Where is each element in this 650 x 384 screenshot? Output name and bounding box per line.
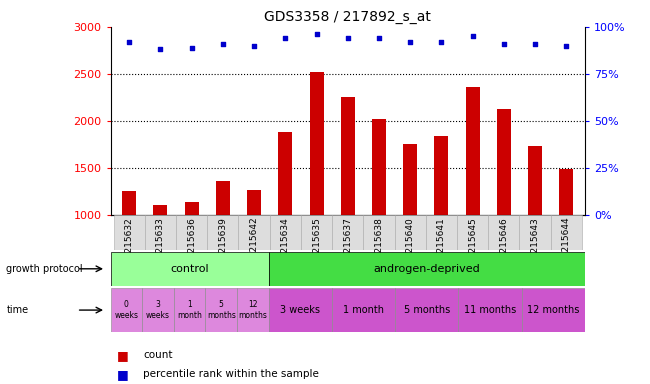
Text: GSM215637: GSM215637 — [343, 217, 352, 271]
FancyBboxPatch shape — [522, 288, 585, 332]
Text: androgen-deprived: androgen-deprived — [374, 264, 480, 274]
Text: GSM215645: GSM215645 — [468, 217, 477, 271]
Bar — [497, 109, 511, 215]
Bar — [185, 202, 199, 215]
Point — [311, 31, 322, 38]
Bar — [559, 169, 573, 215]
Text: 1 month: 1 month — [343, 305, 384, 315]
FancyBboxPatch shape — [301, 215, 332, 250]
Text: percentile rank within the sample: percentile rank within the sample — [143, 369, 319, 379]
Text: time: time — [6, 305, 29, 315]
Text: 3
weeks: 3 weeks — [146, 300, 170, 320]
Text: GSM215642: GSM215642 — [250, 217, 259, 271]
Point — [374, 35, 384, 41]
Bar — [341, 98, 355, 215]
Bar — [528, 146, 542, 215]
FancyBboxPatch shape — [239, 215, 270, 250]
Text: GSM215635: GSM215635 — [312, 217, 321, 271]
FancyBboxPatch shape — [395, 288, 458, 332]
FancyBboxPatch shape — [174, 288, 205, 332]
FancyBboxPatch shape — [268, 288, 332, 332]
Point — [405, 39, 415, 45]
FancyBboxPatch shape — [426, 215, 457, 250]
Text: GSM215641: GSM215641 — [437, 217, 446, 271]
Text: GSM215640: GSM215640 — [406, 217, 415, 271]
Text: 3 weeks: 3 weeks — [280, 305, 320, 315]
FancyBboxPatch shape — [268, 252, 585, 286]
Bar — [434, 136, 448, 215]
FancyBboxPatch shape — [458, 288, 522, 332]
Bar — [216, 181, 230, 215]
FancyBboxPatch shape — [270, 215, 301, 250]
Bar — [372, 119, 386, 215]
Text: control: control — [170, 264, 209, 274]
FancyBboxPatch shape — [332, 215, 363, 250]
Text: 12 months: 12 months — [527, 305, 580, 315]
Bar — [247, 190, 261, 215]
FancyBboxPatch shape — [176, 215, 207, 250]
Text: 0
weeks: 0 weeks — [114, 300, 138, 320]
FancyBboxPatch shape — [114, 215, 145, 250]
FancyBboxPatch shape — [145, 215, 176, 250]
FancyBboxPatch shape — [395, 215, 426, 250]
Text: GSM215639: GSM215639 — [218, 217, 227, 271]
FancyBboxPatch shape — [488, 215, 519, 250]
FancyBboxPatch shape — [551, 215, 582, 250]
Text: GSM215636: GSM215636 — [187, 217, 196, 271]
Text: GSM215632: GSM215632 — [125, 217, 134, 271]
FancyBboxPatch shape — [205, 288, 237, 332]
Point — [530, 41, 540, 47]
FancyBboxPatch shape — [142, 288, 174, 332]
Text: ■: ■ — [117, 368, 129, 381]
FancyBboxPatch shape — [363, 215, 395, 250]
FancyBboxPatch shape — [457, 215, 488, 250]
Bar — [309, 72, 324, 215]
Text: 12
months: 12 months — [239, 300, 267, 320]
Point — [280, 35, 291, 41]
Point — [436, 39, 447, 45]
Bar — [403, 144, 417, 215]
Point — [499, 41, 509, 47]
Text: GSM215646: GSM215646 — [499, 217, 508, 271]
Text: growth protocol: growth protocol — [6, 264, 83, 274]
Point — [187, 45, 197, 51]
Point — [561, 43, 571, 49]
FancyBboxPatch shape — [207, 215, 239, 250]
Text: GSM215634: GSM215634 — [281, 217, 290, 271]
Point — [124, 39, 135, 45]
Point — [155, 46, 166, 53]
Text: GSM215643: GSM215643 — [530, 217, 540, 271]
FancyBboxPatch shape — [237, 288, 268, 332]
Text: 5
months: 5 months — [207, 300, 236, 320]
Point — [343, 35, 353, 41]
Text: GSM215633: GSM215633 — [156, 217, 165, 271]
Bar — [278, 132, 292, 215]
Text: ■: ■ — [117, 349, 129, 362]
Text: count: count — [143, 350, 172, 360]
FancyBboxPatch shape — [332, 288, 395, 332]
Text: 5 months: 5 months — [404, 305, 450, 315]
Point — [249, 43, 259, 49]
FancyBboxPatch shape — [111, 288, 142, 332]
FancyBboxPatch shape — [111, 252, 268, 286]
Bar — [153, 205, 168, 215]
Text: GSM215638: GSM215638 — [374, 217, 384, 271]
Text: GSM215644: GSM215644 — [562, 217, 571, 271]
Text: 1
month: 1 month — [177, 300, 202, 320]
FancyBboxPatch shape — [519, 215, 551, 250]
Text: 11 months: 11 months — [464, 305, 516, 315]
Bar — [465, 87, 480, 215]
Title: GDS3358 / 217892_s_at: GDS3358 / 217892_s_at — [265, 10, 431, 25]
Point — [467, 33, 478, 40]
Point — [218, 41, 228, 47]
Bar — [122, 190, 136, 215]
